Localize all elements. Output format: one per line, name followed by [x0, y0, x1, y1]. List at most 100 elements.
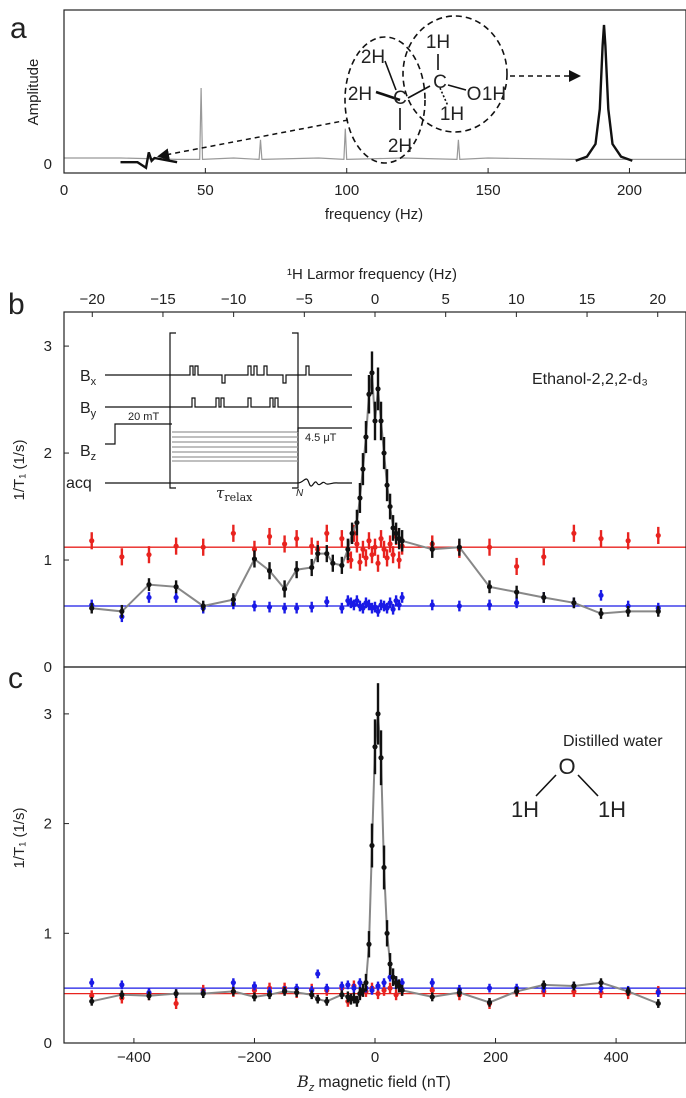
data-point: [294, 567, 300, 573]
data-point: [251, 603, 258, 609]
panel-a-x-ticks: 0 50 100 150 200: [60, 168, 642, 199]
panel-label-b: b: [8, 288, 25, 321]
data-point: [541, 594, 547, 601]
top-tick-label: 0: [371, 291, 379, 308]
data-point: [384, 605, 390, 611]
panel-a-xlabel: frequency (Hz): [325, 206, 423, 223]
data-point: [363, 434, 369, 440]
panel-a-ylabel: Amplitude: [25, 59, 42, 126]
data-point: [146, 582, 152, 588]
data-point: [372, 418, 378, 424]
data-point: [345, 982, 351, 988]
data-point: [486, 544, 493, 550]
data-point: [230, 597, 236, 603]
data-point: [173, 991, 179, 997]
data-point: [324, 985, 330, 991]
data-point: [655, 532, 661, 539]
data-point: [266, 604, 273, 610]
data-point: [456, 989, 462, 996]
y-tick-label: 1: [44, 552, 52, 569]
y-tick-label: 1: [44, 925, 52, 942]
data-point: [396, 602, 402, 608]
data-point: [378, 536, 384, 542]
hydroxyl-h-label: 1H: [482, 84, 506, 105]
x-tick-label: 0: [60, 182, 68, 199]
by-line: [105, 397, 352, 408]
data-point: [598, 985, 604, 991]
data-point: [625, 538, 631, 544]
water-oxygen-label: O: [558, 754, 575, 779]
data-point: [381, 987, 387, 993]
series-connecting-line: [91, 372, 659, 615]
data-point: [625, 608, 631, 614]
data-point: [387, 961, 393, 967]
data-point: [366, 391, 372, 397]
data-point: [655, 1000, 661, 1007]
data-point: [146, 993, 152, 999]
acq-line: [105, 478, 352, 487]
data-point: [387, 600, 393, 606]
data-point: [89, 993, 95, 999]
bond: [577, 774, 599, 797]
data-point: [514, 589, 520, 595]
bracket-right: [292, 332, 299, 489]
data-point: [363, 980, 369, 986]
data-point: [324, 530, 330, 536]
data-point: [354, 519, 360, 526]
data-point: [571, 988, 577, 995]
data-point: [390, 974, 396, 980]
data-point: [384, 482, 390, 488]
data-point: [119, 982, 125, 988]
data-point: [366, 941, 372, 947]
data-point: [369, 552, 375, 558]
data-point: [230, 530, 236, 536]
data-point: [230, 988, 236, 995]
data-point: [345, 546, 351, 552]
data-point: [351, 985, 357, 991]
data-point: [324, 551, 330, 557]
data-point: [339, 992, 345, 998]
data-point: [571, 600, 577, 606]
data-point: [294, 536, 300, 542]
data-point: [309, 543, 315, 549]
data-point: [393, 992, 399, 998]
data-point: [348, 557, 354, 563]
data-point: [393, 980, 399, 986]
data-point: [390, 552, 396, 558]
bracket-left: [169, 332, 176, 489]
x-tick-label: 400: [604, 1049, 629, 1066]
data-point: [119, 608, 125, 614]
data-point: [266, 568, 273, 574]
data-point: [456, 544, 462, 550]
data-point: [251, 983, 258, 989]
data-point: [429, 987, 435, 993]
panel-label-a: a: [10, 12, 27, 45]
data-point: [375, 983, 381, 989]
data-point: [339, 536, 345, 542]
data-point: [89, 605, 95, 611]
data-point: [146, 552, 152, 558]
data-point: [357, 559, 363, 565]
data-point: [598, 536, 604, 542]
data-point: [396, 983, 402, 989]
prepolarize-field-label: 20 mT: [128, 411, 159, 423]
data-point: [366, 538, 372, 544]
panel-a-y-tick: 0: [44, 156, 52, 173]
data-point: [315, 971, 321, 977]
x-tick-label: −400: [117, 1049, 151, 1066]
data-point: [381, 864, 387, 871]
data-point: [429, 980, 435, 986]
data-point: [393, 530, 399, 536]
panel-b-reference-lines: [64, 546, 686, 607]
spectrum-trace-1: [120, 152, 178, 170]
y-tick-label: 3: [44, 338, 52, 355]
data-point: [381, 980, 387, 986]
data-point: [429, 546, 435, 552]
top-tick-label: 20: [649, 291, 666, 308]
data-point: [486, 602, 493, 608]
spectrum-trace-0: [64, 87, 686, 161]
x-tick-label: 200: [617, 182, 642, 199]
data-point: [387, 503, 393, 510]
data-point: [351, 602, 357, 608]
data-point: [354, 598, 360, 604]
